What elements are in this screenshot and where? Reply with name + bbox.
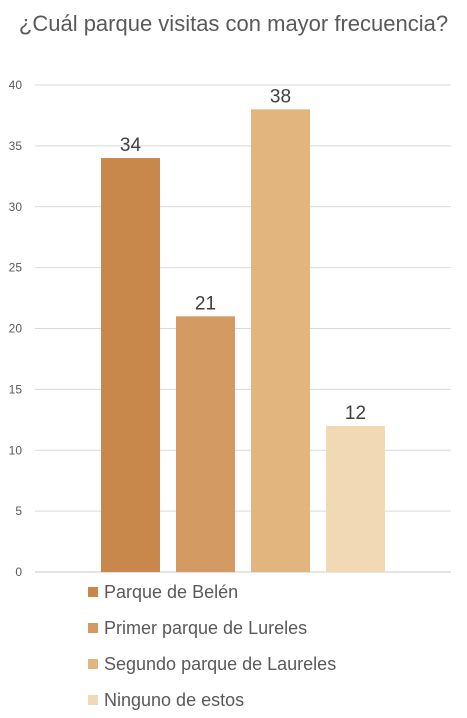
y-tick-label: 0 (15, 565, 22, 579)
bar (251, 109, 310, 572)
chart-title: ¿Cuál parque visitas con mayor frecuenci… (0, 10, 467, 37)
y-tick-label: 20 (9, 322, 23, 336)
data-label: 34 (120, 135, 142, 156)
y-tick-label: 40 (9, 78, 23, 92)
data-label: 21 (195, 293, 216, 314)
y-tick-label: 15 (9, 382, 23, 396)
legend-swatch (88, 623, 98, 633)
legend-label: Primer parque de Lureles (104, 617, 308, 638)
legend-item: Primer parque de Lureles (88, 610, 336, 646)
legend-label: Ninguno de estos (104, 689, 245, 710)
bar (326, 425, 385, 572)
legend-swatch (88, 695, 98, 705)
legend-swatch (88, 587, 98, 597)
y-tick-label: 25 (9, 261, 23, 275)
chart-title-text: ¿Cuál parque visitas con mayor frecuenci… (18, 11, 449, 36)
legend-item: Ninguno de estos (88, 682, 336, 718)
y-tick-label: 5 (15, 504, 22, 518)
bar (101, 158, 160, 573)
data-label: 38 (270, 86, 291, 107)
bar (176, 316, 235, 572)
legend: Parque de Belén Primer parque de Lureles… (88, 574, 336, 718)
legend-swatch (88, 659, 98, 669)
y-tick-label: 30 (9, 200, 23, 214)
legend-label: Segundo parque de Laureles (104, 653, 337, 674)
legend-item: Parque de Belén (88, 574, 336, 610)
y-tick-label: 35 (9, 139, 23, 153)
legend-item: Segundo parque de Laureles (88, 646, 336, 682)
data-label: 12 (345, 403, 366, 424)
y-tick-label: 10 (9, 443, 23, 457)
legend-label: Parque de Belén (104, 581, 239, 602)
